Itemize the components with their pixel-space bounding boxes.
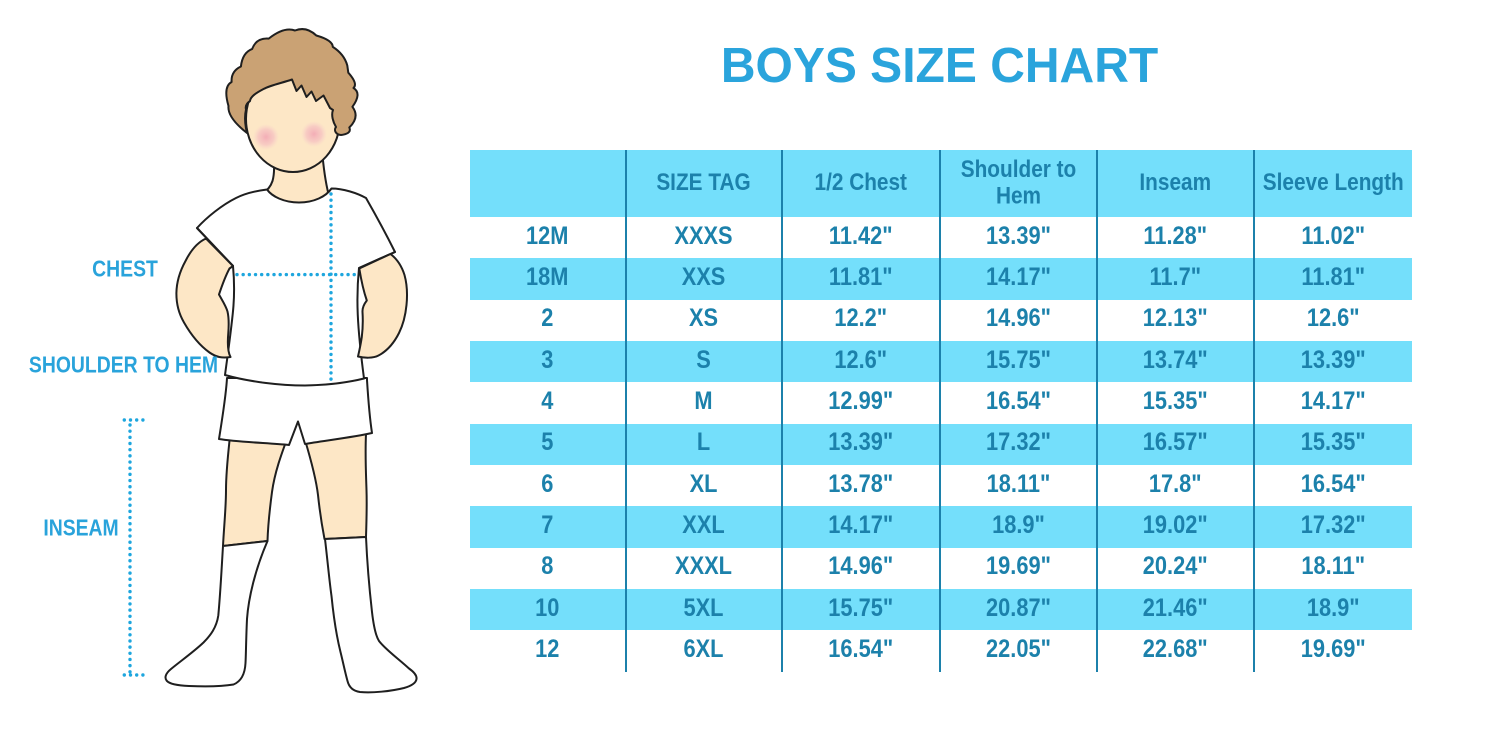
svg-text:CHEST: CHEST [92,256,158,282]
svg-text:INSEAM: INSEAM [43,515,118,541]
svg-text:SHOULDER TO HEM: SHOULDER TO HEM [29,352,218,378]
